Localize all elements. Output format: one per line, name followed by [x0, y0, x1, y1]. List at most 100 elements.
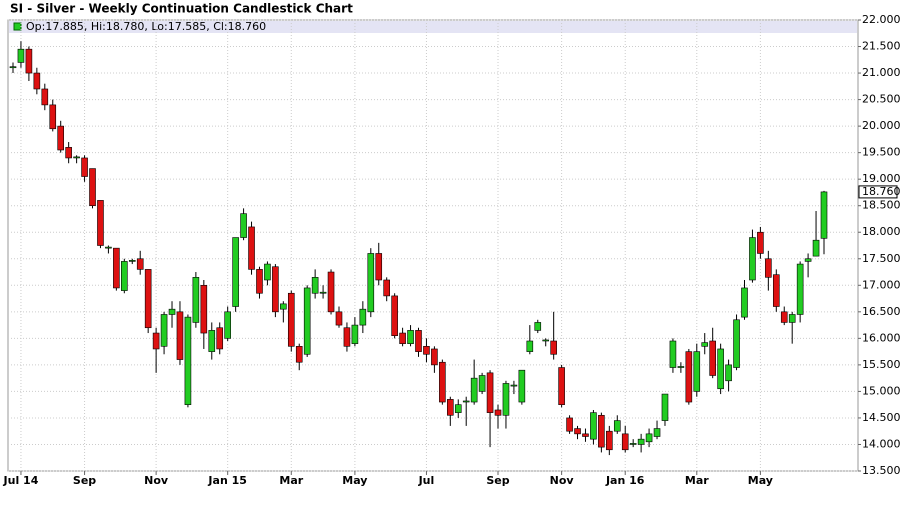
candle-body: [9, 66, 17, 69]
y-tick-label: 17.000: [862, 278, 900, 291]
candle-body: [240, 213, 247, 238]
candle-body: [144, 269, 152, 329]
candle-body: [661, 393, 669, 421]
chart-title: SI - Silver - Weekly Continuation Candle…: [10, 2, 353, 16]
candle-body: [343, 327, 351, 347]
candle-body: [351, 324, 359, 344]
candle-body: [49, 104, 57, 130]
y-tick-label: 14.500: [862, 411, 900, 424]
candle-body: [717, 348, 724, 390]
candle-body: [669, 340, 677, 368]
candle-body: [17, 48, 25, 63]
candle-body: [33, 72, 41, 90]
x-tick-label: Mar: [279, 474, 303, 487]
candle-body: [303, 287, 311, 355]
candle-body: [590, 412, 597, 440]
plot-area: [7, 19, 859, 472]
candle-body: [311, 277, 319, 294]
candle-body: [780, 311, 788, 323]
candle-body: [534, 322, 542, 331]
candle-body: [820, 191, 828, 239]
candle-body: [749, 237, 756, 281]
candle-body: [478, 375, 486, 392]
legend-text: Op:17.885, Hi:18.780, Lo:17.585, Cl:18.7…: [26, 20, 266, 33]
candle-body: [319, 291, 327, 294]
candle-body: [280, 303, 287, 310]
candle-body: [613, 420, 621, 432]
candle-body: [526, 340, 534, 352]
candle-body: [184, 316, 192, 405]
y-tick-label: 17.500: [862, 252, 900, 265]
candle-body: [287, 292, 295, 347]
candle-body: [200, 284, 208, 334]
y-tick-label: 18.500: [862, 199, 900, 212]
candle-body: [788, 314, 796, 323]
y-tick-label: 16.500: [862, 305, 900, 318]
candle-body: [629, 443, 637, 445]
candle-body: [709, 340, 716, 376]
candle-body: [295, 346, 303, 363]
candle-body: [367, 253, 375, 313]
candle-body: [470, 377, 478, 403]
candle-body: [415, 330, 422, 352]
candle-body: [757, 231, 764, 254]
candle-body: [494, 409, 502, 416]
y-tick-label: 20.000: [862, 119, 900, 132]
candle-body: [41, 88, 49, 106]
candle-body: [359, 308, 367, 326]
x-tick-label: Jan 15: [207, 474, 246, 487]
candle-body: [677, 366, 685, 368]
candle-body: [574, 428, 581, 435]
y-tick-label: 15.500: [862, 358, 900, 371]
y-tick-label: 21.500: [862, 40, 900, 53]
x-tick-label: May: [748, 474, 773, 487]
candle-body: [439, 361, 446, 403]
y-tick-label: 16.000: [862, 331, 900, 344]
candle-body: [542, 339, 550, 342]
candle-body: [772, 274, 780, 307]
candle-body: [391, 295, 398, 337]
candle-body: [685, 351, 693, 403]
candle-body: [176, 311, 184, 360]
candle-body: [136, 258, 144, 270]
candle-body: [232, 237, 239, 307]
x-tick-label: Nov: [144, 474, 169, 487]
last-price-box: [858, 185, 898, 199]
candle-body: [335, 311, 343, 326]
y-tick-label: 15.000: [862, 384, 900, 397]
candle-body: [645, 433, 653, 443]
candle-body: [502, 383, 510, 416]
x-tick-label: Jul 14: [3, 474, 39, 487]
candle-body: [73, 156, 80, 159]
candle-body: [216, 327, 224, 350]
candle-body: [407, 330, 414, 344]
candle-body: [383, 279, 390, 297]
y-tick-label: 20.500: [862, 93, 900, 106]
candle-body: [741, 287, 748, 318]
candle-body: [89, 168, 96, 207]
candle-body: [399, 332, 406, 344]
candle-body: [701, 342, 709, 347]
y-tick-label: 18.000: [862, 225, 900, 238]
y-tick-label: 19.500: [862, 146, 900, 159]
candle-body: [431, 348, 438, 366]
candle-body: [152, 332, 160, 350]
candle-body: [224, 311, 231, 339]
candle-body: [81, 157, 88, 177]
candle-body: [621, 433, 629, 451]
candle-body: [264, 263, 271, 281]
candle-body: [606, 430, 613, 451]
candle-body: [65, 147, 72, 159]
candle-body: [248, 226, 255, 270]
candle-body: [693, 351, 701, 392]
candle-body: [97, 200, 104, 246]
candle-body: [25, 48, 33, 74]
x-tick-label: May: [342, 474, 367, 487]
candle-body: [256, 269, 263, 294]
candle-body: [582, 433, 589, 437]
candle-body: [812, 239, 820, 257]
candle-body: [637, 438, 645, 445]
legend-band: [9, 21, 857, 33]
candle-body: [423, 346, 430, 355]
